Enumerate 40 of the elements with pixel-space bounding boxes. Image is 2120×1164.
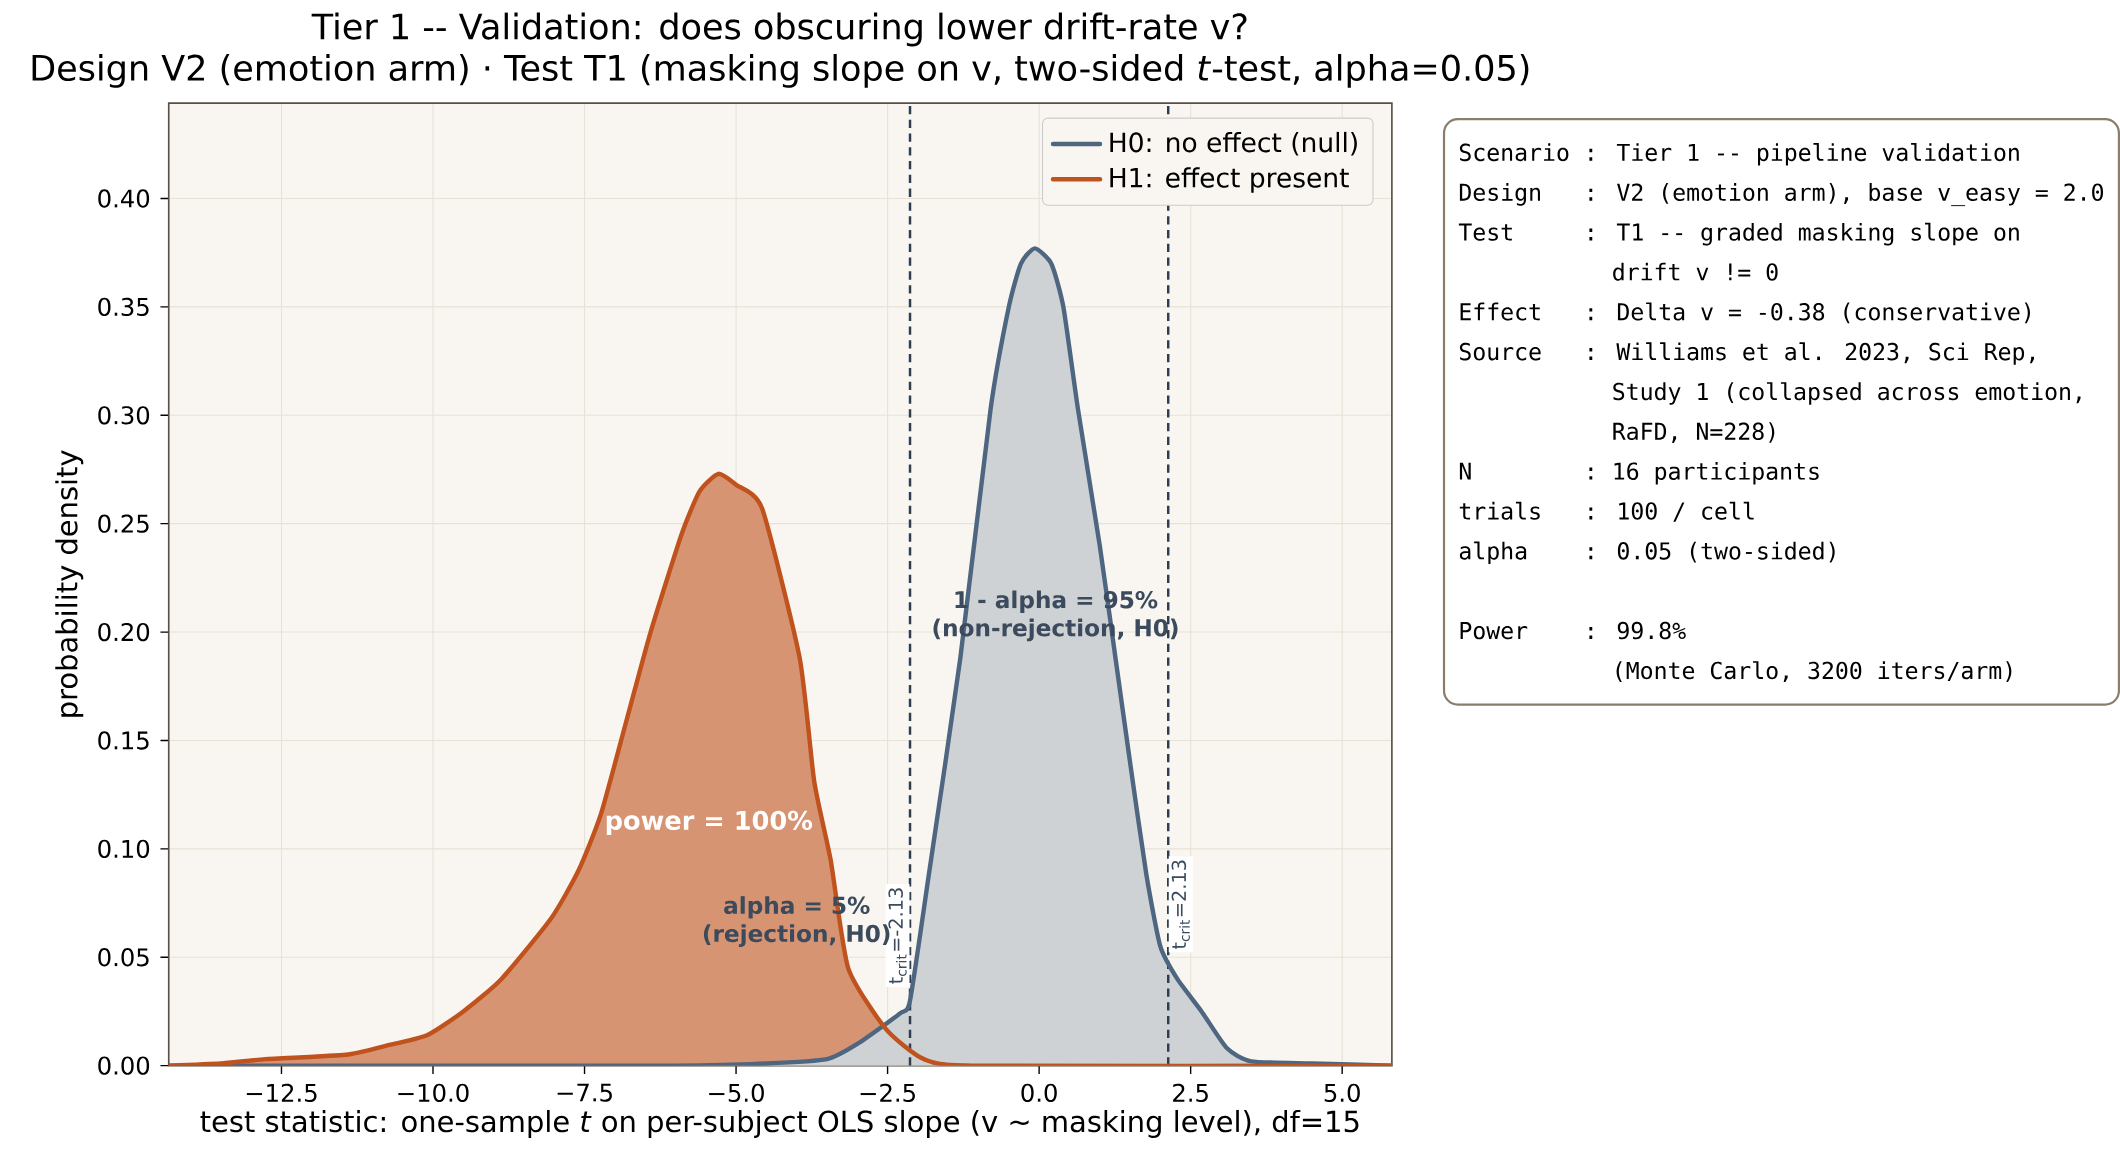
text: Effect : Delta v = -0.38 (conservative) — [1460, 302, 2030, 324]
y-tick-label: 0.25 — [98, 514, 149, 534]
y-tick-label: 0.20 — [98, 623, 150, 642]
text: Study 1 (collapsed across emotion, — [1613, 382, 2081, 405]
annotation: power = 100% — [606, 810, 813, 836]
chart-subtitle: Design V2 (emotion arm) · Test T1 (masking slope on v, two-sided t-test, alpha=0.05) — [32, 54, 1529, 89]
y-tick-label: 0.00 — [98, 1056, 150, 1076]
x-tick-label: −10.0 — [398, 1083, 469, 1103]
x-tick-label: 2.5 — [1173, 1083, 1208, 1103]
y-axis-title: probability density — [55, 450, 84, 717]
annotation: (rejection, H0) — [703, 924, 890, 948]
text: RaFD, N=228) — [1613, 422, 1775, 444]
text: drift v != 0 — [1613, 262, 1778, 281]
y-tick-label: 0.35 — [98, 297, 149, 317]
text: (Monte Carlo, 3200 iters/arm) — [1616, 661, 2012, 683]
legend-label: H1: effect present — [1110, 167, 1349, 194]
text: Design : V2 (emotion arm), base v_easy = 2.0 — [1459, 183, 2104, 207]
legend-label: H0: no effect (null) — [1110, 132, 1357, 156]
x-tick-label: −2.5 — [860, 1083, 915, 1103]
chart-title: Tier 1 -- Validation: does obscuring lower drift-rate v? — [311, 12, 1247, 47]
x-axis-title: test statistic: one-sample t on per-subject OLS slope (v ~ masking level), df=15 — [200, 1110, 1359, 1139]
x-tick-label: 0.0 — [1021, 1083, 1057, 1103]
text: N : 16 participants — [1459, 462, 1819, 485]
y-tick-label: 0.05 — [98, 948, 149, 967]
ref-line-label: t$_{crit}$=-2.13 — [888, 888, 907, 984]
y-tick-label: 0.30 — [98, 406, 150, 425]
text: Test : T1 -- graded masking slope on — [1458, 222, 2019, 246]
source-note: Source : Williams et al. 2023, Sci Rep, — [1459, 342, 2034, 366]
text: alpha : 0.05 (two-sided) — [1459, 541, 1835, 565]
x-tick-label: 5.0 — [1324, 1083, 1360, 1103]
y-tick-label: 0.10 — [98, 839, 150, 859]
y-tick-label: 0.15 — [98, 731, 149, 750]
x-tick-label: −7.5 — [557, 1083, 612, 1102]
text: Scenario : Tier 1 -- pipeline validation — [1459, 143, 2019, 166]
ref-line-label: t$_{crit}$=2.13 — [1171, 860, 1190, 950]
y-tick-label: 0.40 — [98, 189, 150, 208]
text: trials : 100 / cell — [1459, 501, 1754, 522]
x-tick-label: −5.0 — [709, 1083, 764, 1103]
x-tick-label: −12.5 — [246, 1083, 317, 1103]
text: Power : 99.8% — [1460, 622, 1686, 640]
